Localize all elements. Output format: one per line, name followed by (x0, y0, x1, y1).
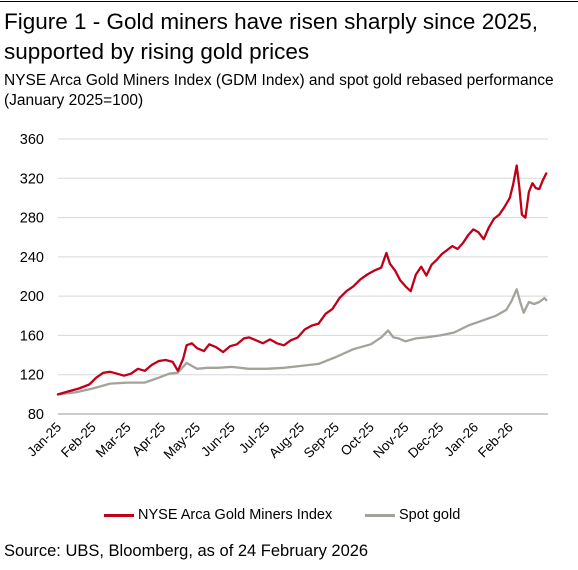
legend-item-gdm: NYSE Arca Gold Miners Index (104, 507, 332, 523)
x-tick-label: Jun-25 (198, 420, 238, 460)
x-tick-label: Aug-25 (266, 420, 307, 461)
legend-label-spot-gold: Spot gold (399, 507, 461, 523)
x-tick-label: Feb-26 (475, 420, 516, 461)
chart-legend: NYSE Arca Gold Miners Index Spot gold (0, 507, 578, 527)
x-tick-label: Mar-25 (93, 420, 134, 461)
top-rule (0, 1, 578, 2)
series-line-spot-gold (56, 288, 548, 396)
x-tick-label: Feb-25 (58, 420, 99, 461)
x-tick-label: Oct-25 (338, 420, 377, 459)
y-tick-label: 280 (20, 211, 44, 227)
x-tick-label: May-25 (161, 420, 203, 462)
y-tick-label: 200 (20, 289, 44, 305)
legend-item-spot-gold: Spot gold (365, 507, 460, 523)
y-tick-label: 320 (20, 171, 44, 187)
line-chart: 80 120 160 200 240 280 320 360 Jan-25Feb-25Mar-2… (20, 132, 548, 462)
x-tick-label: Sep-25 (301, 420, 342, 461)
source-note: Source: UBS, Bloomberg, as of 24 Februar… (4, 542, 369, 560)
series-line-gdm (56, 164, 548, 396)
y-tick-label: 160 (20, 328, 44, 344)
legend-swatch-spot-gold (365, 513, 395, 517)
legend-swatch-gdm (104, 513, 134, 517)
legend-label-gdm: NYSE Arca Gold Miners Index (138, 507, 333, 523)
y-tick-label: 240 (20, 250, 44, 266)
y-tick-label: 120 (20, 368, 44, 384)
x-tick-label: Jan-25 (24, 420, 64, 460)
x-tick-label: Nov-25 (370, 420, 411, 461)
y-tick-label: 80 (28, 407, 44, 423)
x-tick-label: Jan-26 (441, 420, 481, 460)
chart-title: Figure 1 - Gold miners have risen sharpl… (4, 9, 539, 64)
y-tick-label: 360 (20, 132, 44, 148)
x-tick-label: Dec-25 (405, 420, 446, 461)
chart-subtitle: NYSE Arca Gold Miners Index (GDM Index) … (4, 72, 554, 109)
